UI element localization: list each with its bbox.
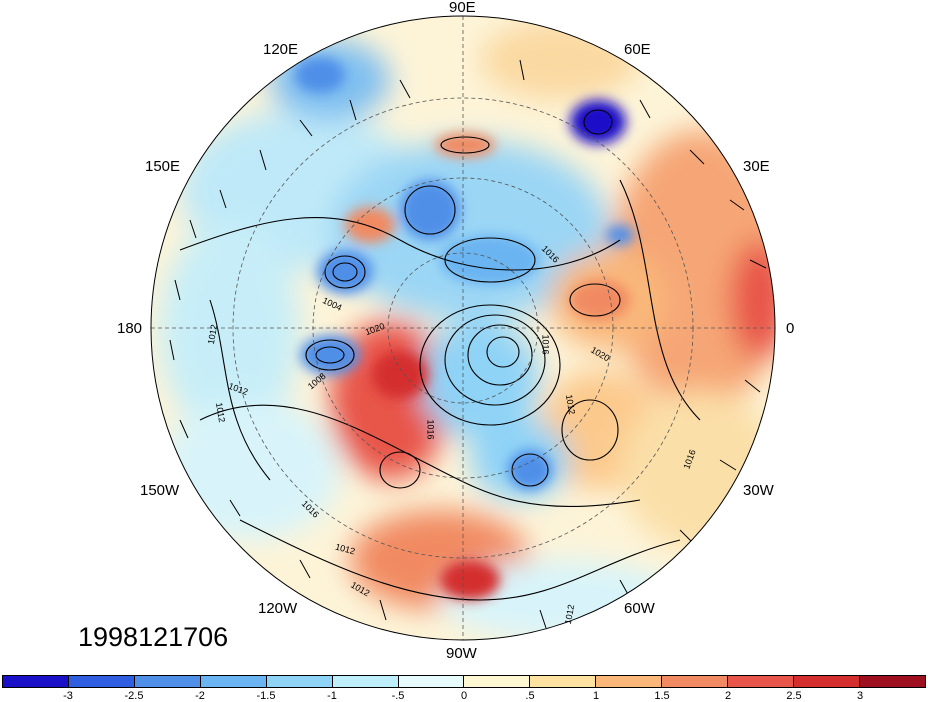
- colorbar-tick-label: 1.5: [654, 690, 670, 702]
- colorbar-segment: [3, 676, 69, 687]
- colorbar-tick-label: 1: [592, 690, 600, 702]
- colorbar-segment: [68, 676, 135, 687]
- colorbar-tick-label: -2: [195, 690, 205, 702]
- colorbar-segment: [859, 676, 925, 687]
- longitude-label-60e: 60E: [624, 41, 651, 58]
- colorbar-tick-label: 2: [724, 690, 732, 702]
- datestamp: 1998121706: [78, 622, 229, 652]
- colorbar-segment: [728, 676, 795, 687]
- colorbar-tick-label: 3: [856, 690, 864, 702]
- longitude-label-60w: 60W: [624, 600, 655, 617]
- isobar-contours: [179, 109, 701, 601]
- contour-label: 1016: [540, 334, 551, 355]
- colorbar-segment: [134, 676, 201, 687]
- colorbar-segment: [200, 676, 267, 687]
- colorbar-segment: [530, 676, 597, 687]
- colorbar-tick-label: -1: [327, 690, 337, 702]
- colorbar-segment: [332, 676, 399, 687]
- longitude-label-30w: 30W: [743, 482, 774, 499]
- longitude-label-30e: 30E: [743, 158, 770, 175]
- colorbar-tick-label: -3: [63, 690, 73, 702]
- longitude-label-150w: 150W: [140, 482, 180, 499]
- colorbar-tick-label: -2.5: [124, 690, 144, 702]
- longitude-label-180: 180: [117, 320, 143, 337]
- anomaly-field: [151, 16, 775, 640]
- colorbar-tick-label: 0: [460, 690, 468, 702]
- longitude-label-120w: 120W: [258, 600, 298, 617]
- colorbar-segment: [662, 676, 729, 687]
- colorbar-segment: [596, 676, 663, 687]
- longitude-label-90w: 90W: [446, 645, 477, 662]
- colorbar-segment: [266, 676, 333, 687]
- colorbar: [2, 675, 926, 688]
- longitude-label-120e: 120E: [263, 41, 299, 58]
- graticule: [151, 16, 775, 640]
- colorbar-segment: [464, 676, 531, 687]
- colorbar-segment: [398, 676, 465, 687]
- colorbar-tick-label: -.5: [391, 690, 405, 702]
- longitude-label-0: 0: [786, 320, 795, 337]
- colorbar-tick-label: 2.5: [786, 690, 802, 702]
- colorbar-segment: [794, 676, 860, 687]
- contour-label: 1016: [425, 419, 436, 440]
- colorbar-tick-label: .5: [525, 690, 535, 702]
- map-boundary: [150, 15, 776, 641]
- longitude-label-90e: 90E: [449, 0, 476, 16]
- colorbar-tick-label: -1.5: [256, 690, 276, 702]
- longitude-label-150e: 150E: [145, 158, 181, 175]
